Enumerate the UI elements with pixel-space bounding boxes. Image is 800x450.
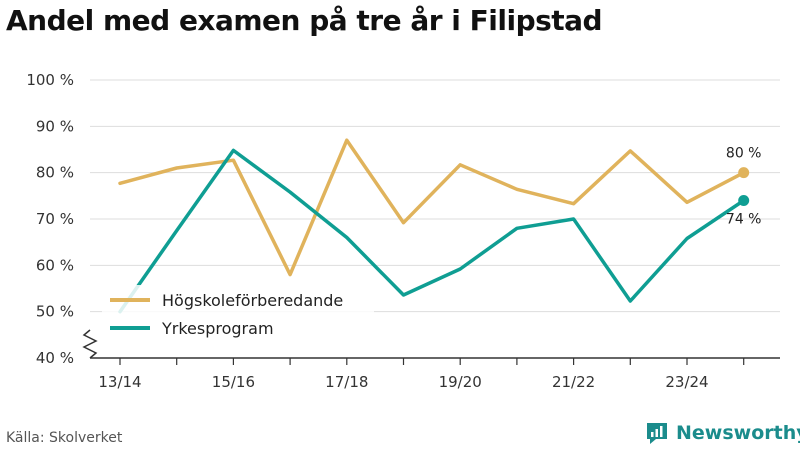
y-tick-label: 50 % bbox=[36, 303, 74, 321]
y-tick-label: 70 % bbox=[36, 210, 74, 228]
grid-layer bbox=[90, 79, 780, 313]
y-tick-label: 40 % bbox=[36, 349, 74, 367]
x-tick-label: 19/20 bbox=[439, 373, 482, 391]
source-note: Källa: Skolverket bbox=[6, 430, 123, 446]
legend-label-1: Högskoleförberedande bbox=[162, 291, 343, 310]
x-tick-label: 17/18 bbox=[325, 373, 368, 391]
y-tick-label: 60 % bbox=[36, 256, 74, 274]
series-end-point-2 bbox=[738, 194, 750, 206]
y-tick-label: 100 % bbox=[26, 71, 74, 89]
axis-break-icon bbox=[82, 329, 98, 359]
end-label-series-2: 74 % bbox=[726, 211, 762, 227]
newsworthy-logo-icon bbox=[647, 423, 667, 444]
x-tick-label: 15/16 bbox=[212, 373, 255, 391]
y-tick-label: 90 % bbox=[36, 117, 74, 135]
x-tick-label: 21/22 bbox=[552, 373, 595, 391]
y-tick-label: 80 % bbox=[36, 164, 74, 182]
end-label-series-1: 80 % bbox=[726, 146, 762, 162]
axis-layer: 40 % 50 % 60 % 70 % 80 % 90 % 100 % 13/14 15/16 1… bbox=[26, 71, 780, 391]
line-chart: 40 % 50 % 60 % 70 % 80 % 90 % 100 % 13/14 15/16 1… bbox=[26, 71, 780, 391]
series-line-2 bbox=[118, 148, 746, 314]
legend-background bbox=[102, 285, 374, 341]
chart-title: Andel med examen på tre år i Filipstad bbox=[6, 4, 603, 37]
series-end-point-1 bbox=[738, 167, 750, 179]
brand: Newsworthy bbox=[644, 420, 800, 446]
legend-label-2: Yrkesprogram bbox=[161, 319, 274, 338]
x-tick-label: 23/24 bbox=[665, 373, 708, 391]
legend: Högskoleförberedande Yrkesprogram bbox=[102, 285, 374, 341]
series-line-1 bbox=[118, 138, 746, 277]
series-layer: 80 % 74 % bbox=[118, 138, 762, 314]
x-tick-label: 13/14 bbox=[98, 373, 141, 391]
brand-name: Newsworthy bbox=[676, 422, 800, 444]
